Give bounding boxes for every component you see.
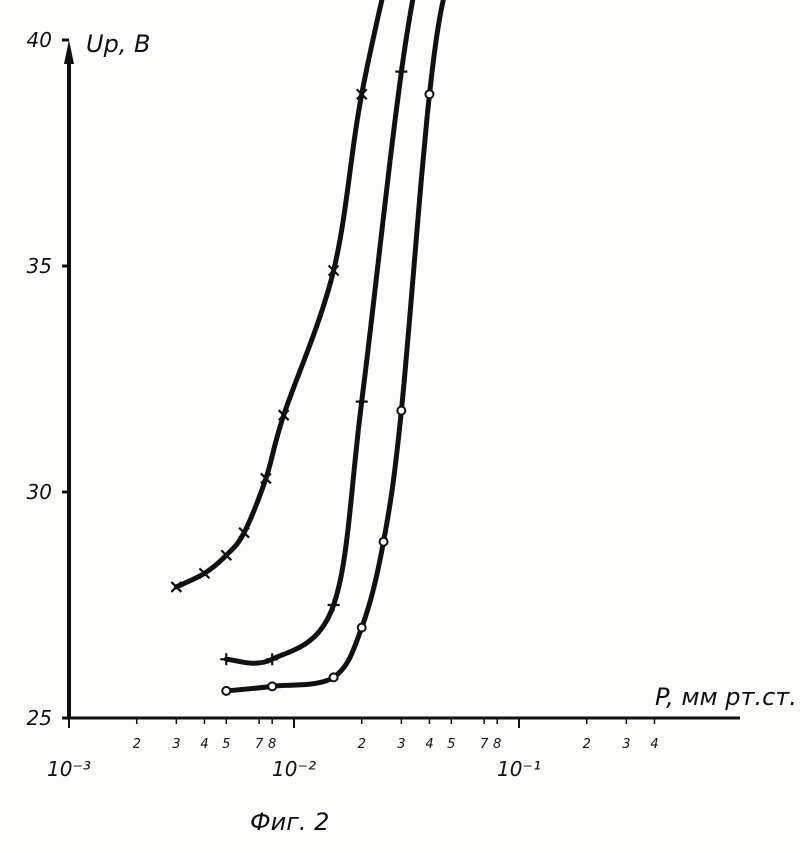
- x-minor-label: 2: [358, 737, 366, 752]
- x-minor-label: 7: [255, 737, 264, 752]
- y-axis-arrow: [64, 40, 74, 64]
- data-point: [222, 687, 230, 695]
- y-tick-label: 25: [27, 706, 52, 730]
- data-point: [268, 682, 276, 690]
- data-point: [356, 396, 368, 408]
- data-point: [380, 538, 388, 546]
- y-tick-label: 30: [27, 480, 52, 504]
- series-line: [176, 0, 519, 587]
- figure-caption: Фиг. 2: [250, 808, 329, 836]
- x-major-label: 10⁻¹: [497, 757, 541, 781]
- x-minor-label: 3: [397, 737, 405, 752]
- x-minor-label: 3: [172, 737, 180, 752]
- series-line: [226, 0, 519, 691]
- x-minor-label: 8: [493, 737, 501, 752]
- data-point: [330, 673, 338, 681]
- x-minor-label: 4: [650, 737, 658, 752]
- data-point: [395, 66, 407, 78]
- y-axis-title: Uр, В: [86, 30, 151, 58]
- x-minor-label: 4: [200, 737, 208, 752]
- y-tick-label: 35: [27, 254, 52, 278]
- series-2: 330 мм: [222, 0, 610, 695]
- x-axis-title: P, мм рт.ст.: [655, 683, 797, 711]
- data-point: [397, 407, 405, 415]
- x-major-label: 10⁻³: [47, 757, 91, 781]
- y-tick-label: 40: [27, 28, 52, 52]
- x-minor-label: 7: [480, 737, 489, 752]
- x-minor-label: 5: [447, 737, 455, 752]
- data-point: [425, 90, 433, 98]
- x-minor-label: 5: [222, 737, 230, 752]
- x-minor-label: 4: [425, 737, 433, 752]
- x-minor-label: 8: [268, 737, 276, 752]
- data-point: [220, 653, 232, 665]
- series-1: 450 мм: [220, 0, 610, 665]
- x-minor-label: 3: [622, 737, 630, 752]
- data-point: [358, 624, 366, 632]
- x-minor-label: 2: [133, 737, 141, 752]
- series-line: [226, 0, 519, 663]
- x-minor-label: 2: [583, 737, 591, 752]
- x-major-label: 10⁻²: [272, 757, 316, 781]
